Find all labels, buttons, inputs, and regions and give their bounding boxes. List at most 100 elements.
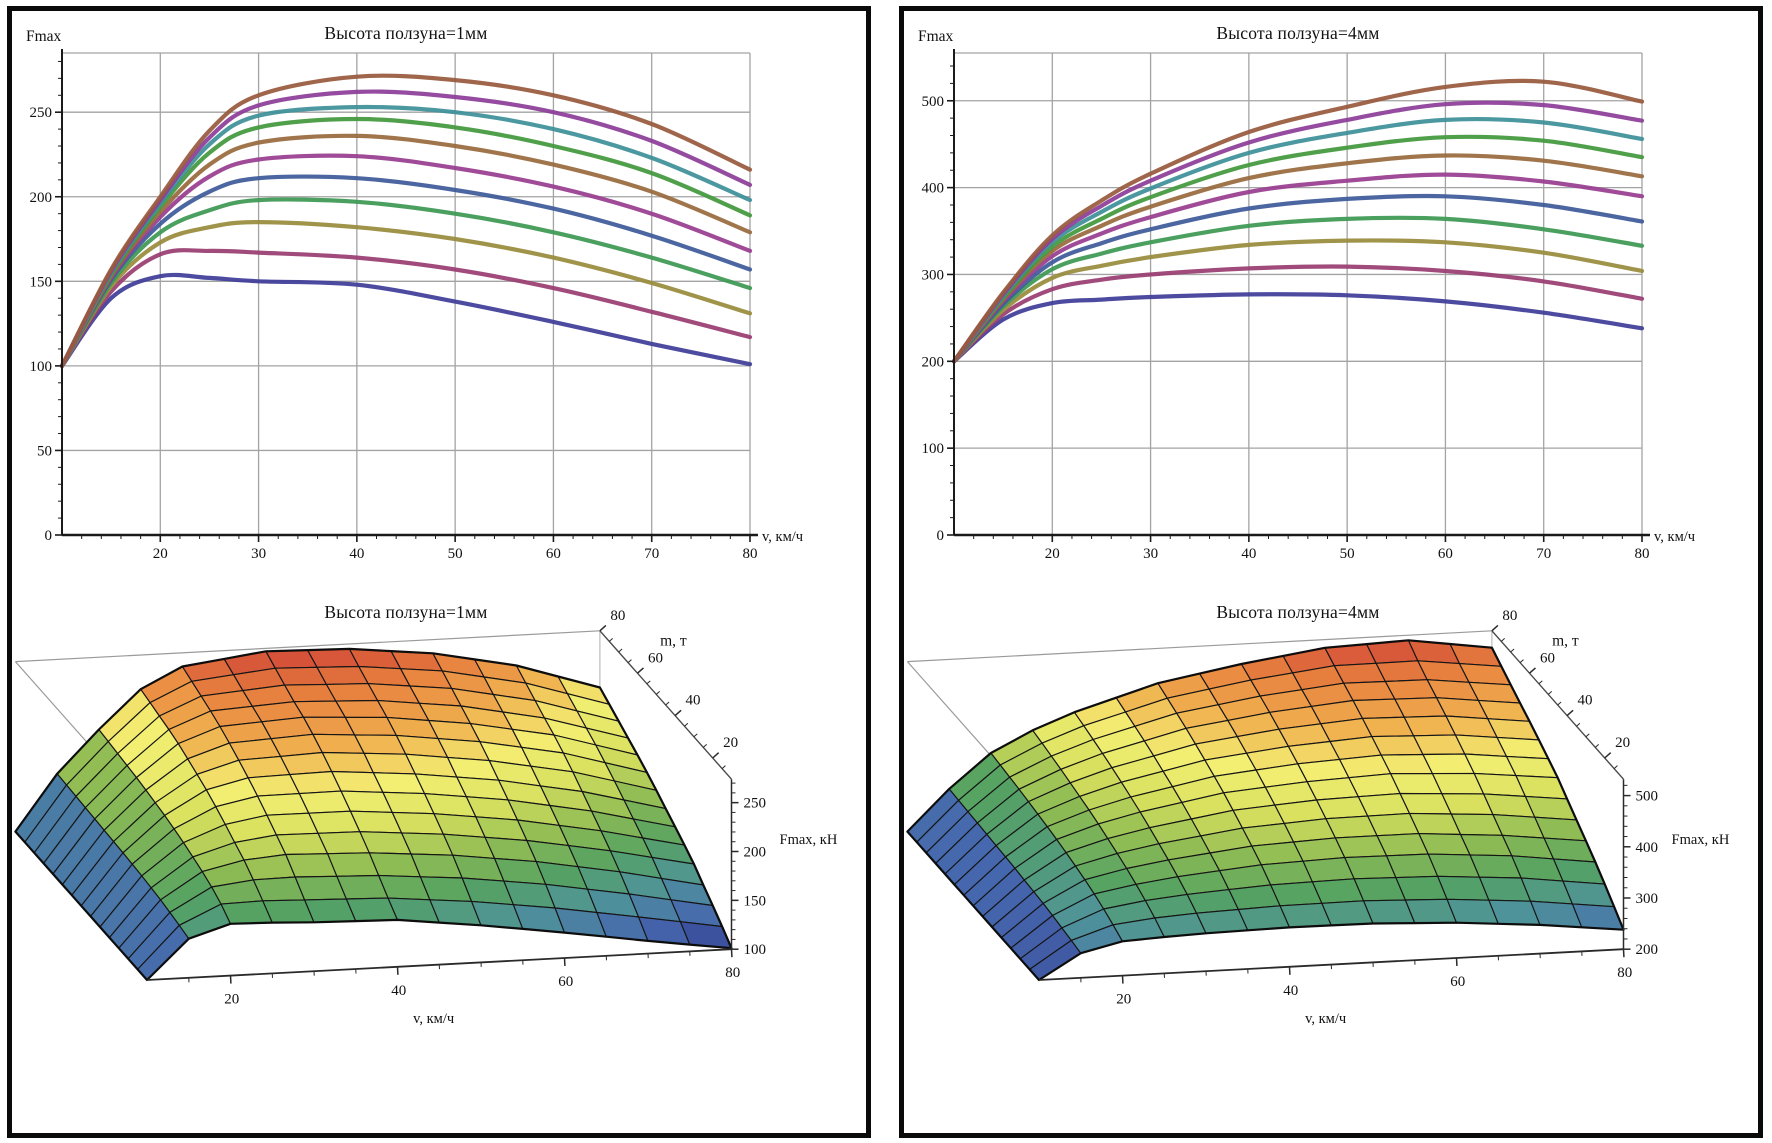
m-tick	[599, 624, 607, 632]
z-tick-label: 250	[744, 796, 767, 812]
series-lines	[59, 73, 753, 368]
x-tick-label: 30	[1143, 546, 1158, 562]
m-tick-label: 40	[686, 693, 701, 709]
y-tick-label: 300	[922, 267, 945, 283]
z-axis-label: Fmax, кН	[1672, 832, 1730, 848]
x-tick-label: 40	[1241, 546, 1256, 562]
z-tick-label: 300	[1636, 891, 1659, 907]
m-minor-tick	[627, 659, 632, 663]
series-curve-11	[951, 78, 1645, 364]
series-curve-9	[59, 104, 753, 368]
m-tick-label: 20	[1615, 735, 1630, 751]
x-axis-label: v, км/ч	[762, 529, 803, 545]
m-tick-label: 40	[1578, 693, 1593, 709]
m-minor-tick	[618, 648, 623, 653]
v-axis	[1038, 948, 1624, 981]
box-edge	[15, 630, 600, 663]
v-axis-label: v, км/ч	[413, 1011, 454, 1027]
m-tick	[1529, 667, 1536, 674]
line-chart-1mm: 20 30 40 50 60 70 80 0 50 100 150 200 250 Fmax v, км/ч…	[12, 11, 866, 588]
m-tick	[674, 709, 682, 717]
m-minor-tick	[702, 744, 707, 748]
m-minor-tick	[665, 701, 670, 706]
y-axis-label: Fmax	[918, 28, 954, 45]
surface-chart-canvas-4mm: 20 40 60 80 v, км/ч 200 300 400 500 Fmax, кН 20 40 6…	[906, 608, 1730, 1027]
y-tick-label: 400	[922, 181, 945, 197]
z-tick-label: 150	[744, 893, 767, 909]
m-minor-tick	[655, 691, 660, 695]
panel-slider-height-4mm: 20 30 40 50 60 70 80 0 100 200 300 400 500 Fmax v, км/…	[899, 6, 1763, 1138]
m-tick-label: 60	[1540, 650, 1555, 666]
axes-3d: 20 40 60 80 v, км/ч 100 150 200 250 Fmax, кН 20 40 6…	[146, 608, 838, 1027]
m-minor-tick	[693, 733, 698, 738]
x-tick-label: 60	[546, 546, 561, 562]
x-tick-label: 20	[153, 546, 168, 562]
x-tick-label: 20	[1045, 546, 1060, 562]
series-curve-1	[951, 292, 1645, 364]
m-tick-label: 60	[648, 650, 663, 666]
box-edge	[907, 630, 1492, 663]
v-tick-label: 80	[725, 965, 740, 981]
v-axis	[146, 948, 732, 981]
y-tick-label: 200	[922, 354, 945, 370]
y-tick-label: 150	[30, 274, 53, 290]
series-curve-6	[951, 172, 1645, 364]
surface-mesh	[906, 639, 1625, 982]
chart-title: Высота ползуна=4мм	[1216, 602, 1380, 622]
y-axis-label: Fmax	[26, 28, 62, 45]
m-minor-tick	[608, 638, 613, 642]
chart-title: Высота ползуна=4мм	[1216, 23, 1380, 43]
v-tick-label: 20	[224, 992, 239, 1008]
z-axis-label: Fmax, кН	[780, 832, 838, 848]
surface-chart-4mm: 20 40 60 80 v, км/ч 200 300 400 500 Fmax, кН 20 40 6…	[904, 588, 1758, 1128]
m-axis-label: m, т	[660, 632, 687, 649]
x-tick-label: 70	[644, 546, 659, 562]
v-tick-label: 40	[1283, 983, 1298, 999]
y-tick-label: 0	[937, 528, 945, 544]
m-tick	[712, 752, 720, 759]
line-chart-canvas-4mm: 20 30 40 50 60 70 80 0 100 200 300 400 500 Fmax v, км/…	[918, 28, 1695, 562]
x-tick-label: 40	[349, 546, 364, 562]
series-curve-11	[59, 73, 753, 368]
m-minor-tick	[1613, 765, 1618, 769]
v-tick-label: 20	[1116, 992, 1131, 1008]
series-curve-4	[59, 197, 753, 368]
axes: 20 30 40 50 60 70 80 0 50 100 150 200 250 Fmax v, км/ч	[26, 28, 803, 562]
m-minor-tick	[1538, 680, 1543, 685]
x-tick-label: 60	[1438, 546, 1453, 562]
y-tick-label: 200	[30, 190, 53, 206]
surface-mesh	[14, 647, 733, 982]
series-curve-1	[59, 272, 753, 368]
m-minor-tick	[1585, 733, 1590, 738]
m-minor-tick	[1510, 648, 1515, 653]
series-curve-2	[951, 264, 1645, 364]
m-minor-tick	[1557, 701, 1562, 706]
m-minor-tick	[721, 765, 726, 769]
m-axis	[1491, 630, 1625, 780]
y-tick-label: 250	[30, 105, 53, 121]
z-tick-label: 200	[744, 844, 767, 860]
m-minor-tick	[1547, 691, 1552, 695]
series-curve-5	[951, 193, 1645, 364]
m-tick-label: 80	[610, 608, 625, 624]
v-tick-label: 60	[558, 974, 573, 990]
series-curve-5	[59, 174, 753, 368]
y-tick-label: 100	[922, 441, 945, 457]
v-tick-label: 80	[1617, 965, 1632, 981]
y-tick-label: 100	[30, 359, 53, 375]
m-minor-tick	[1519, 659, 1524, 663]
line-chart-4mm: 20 30 40 50 60 70 80 0 100 200 300 400 500 Fmax v, км/…	[904, 11, 1758, 588]
m-tick-label: 80	[1502, 608, 1517, 624]
m-axis-label: m, т	[1552, 632, 1579, 649]
m-tick	[1566, 709, 1574, 717]
m-tick	[1604, 752, 1612, 759]
y-tick-label: 500	[922, 94, 945, 110]
v-axis-label: v, км/ч	[1305, 1011, 1346, 1027]
m-minor-tick	[1500, 638, 1505, 642]
x-tick-label: 50	[1340, 546, 1355, 562]
x-tick-label: 30	[251, 546, 266, 562]
m-minor-tick	[684, 722, 689, 727]
panel-slider-height-1mm: 20 30 40 50 60 70 80 0 50 100 150 200 250 Fmax v, км/ч…	[7, 6, 871, 1138]
m-tick	[1491, 624, 1499, 632]
chart-title: Высота ползуна=1мм	[324, 23, 488, 43]
